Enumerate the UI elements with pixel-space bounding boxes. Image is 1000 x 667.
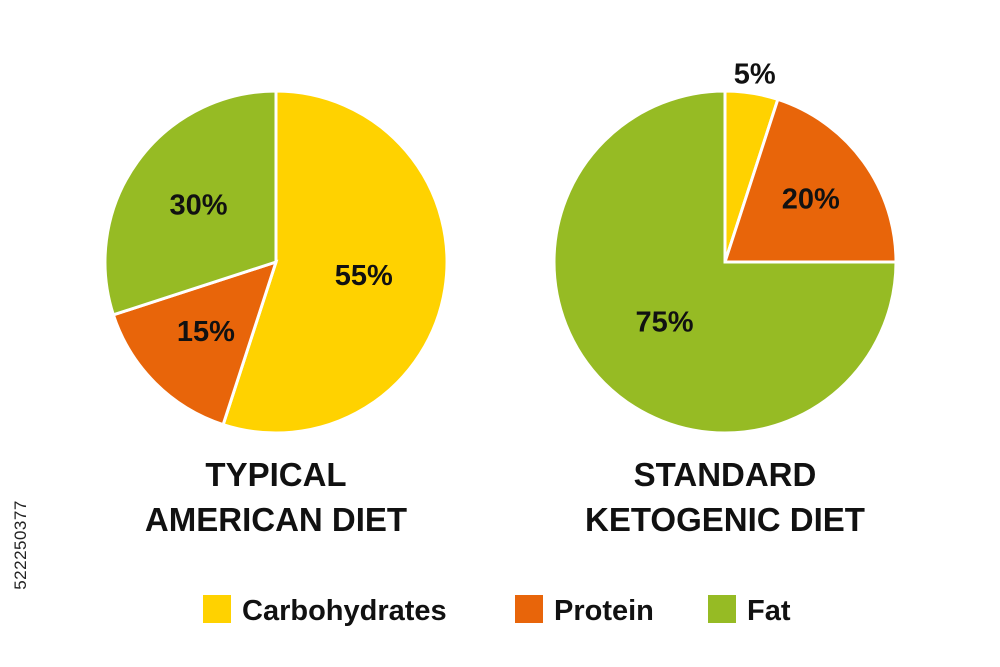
chart-title-typical-line2: AMERICAN DIET <box>145 501 407 538</box>
side-id-text: 522250377 <box>6 430 36 660</box>
pie-label-carbohydrates: 5% <box>734 59 776 91</box>
chart-title-keto-line1: STANDARD <box>634 456 817 493</box>
legend-swatch-fat <box>708 595 736 623</box>
pie-slice-carbohydrates <box>221 89 449 435</box>
legend-swatch-carbohydrates <box>203 595 231 623</box>
legend-label-fat: Fat <box>747 595 791 627</box>
legend-swatch-protein <box>515 595 543 623</box>
legend: Carbohydrates Protein Fat <box>203 595 791 627</box>
pie-standard-ketogenic-diet: 5% 20% 75% <box>552 59 898 435</box>
chart-title-typical-line1: TYPICAL <box>205 456 346 493</box>
pie-label-fat: 30% <box>169 190 227 222</box>
pie-slice-protein <box>722 97 898 264</box>
legend-label-protein: Protein <box>554 595 654 627</box>
pie-typical-american-diet: 55% 15% 30% <box>103 89 449 435</box>
pie-label-protein: 20% <box>782 184 840 216</box>
pie-label-carbohydrates: 55% <box>335 260 393 292</box>
pie-label-fat: 75% <box>635 307 693 339</box>
legend-label-carbohydrates: Carbohydrates <box>242 595 447 627</box>
side-id-label: 522250377 <box>11 500 30 590</box>
pie-slice-fat <box>552 89 898 435</box>
pie-label-protein: 15% <box>177 316 235 348</box>
chart-title-keto-line2: KETOGENIC DIET <box>585 501 865 538</box>
pie-slice-fat <box>103 89 278 317</box>
